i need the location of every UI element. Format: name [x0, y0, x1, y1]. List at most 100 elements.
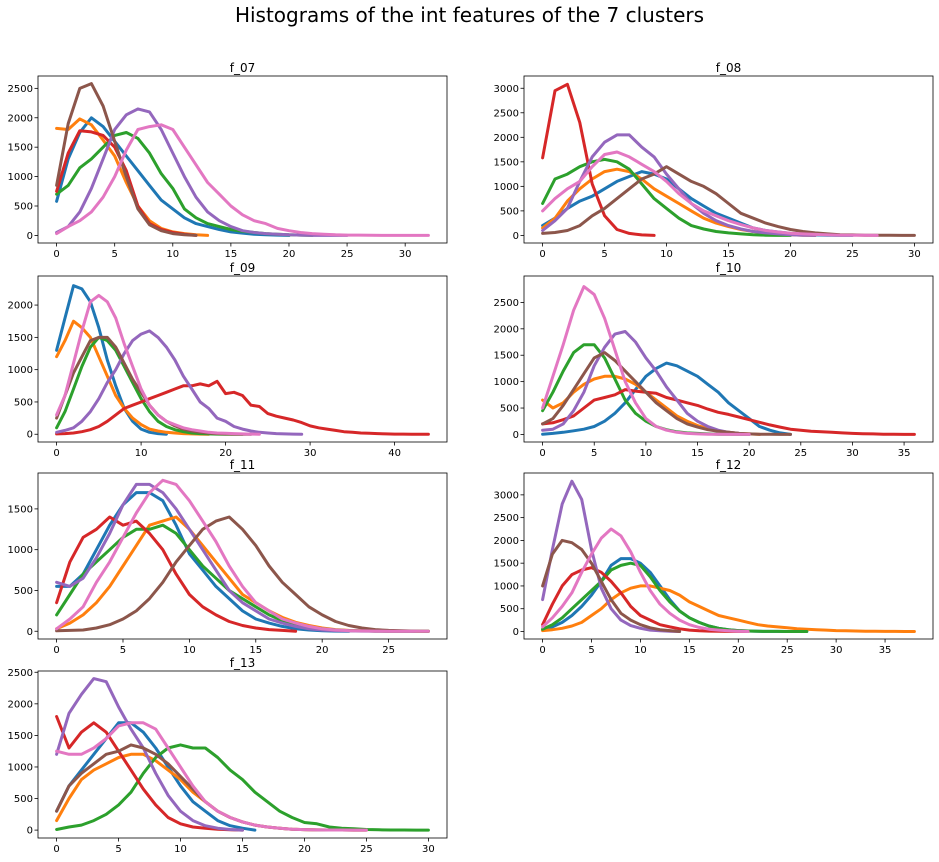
subplot-title: f_07: [230, 61, 256, 75]
y-tick-label: 3000: [494, 490, 519, 501]
x-tick-label: 5: [601, 249, 607, 260]
y-tick-label: 0: [513, 430, 519, 441]
series-line-7: [55, 293, 261, 436]
x-tick-label: 15: [722, 249, 735, 260]
y-tick-label: 2500: [494, 298, 519, 309]
x-tick-label: 20: [784, 249, 797, 260]
subplot-f-07: f_07 0 5 10 15 20 25 30 0 500 1000 1500 2000 2500: [8, 61, 448, 260]
x-tick-label: 20: [219, 448, 232, 459]
series-line-4: [55, 515, 298, 633]
x-tick-label: 30: [304, 448, 317, 459]
x-tick-label: 25: [360, 844, 373, 855]
x-tick-label: 30: [399, 249, 412, 260]
x-tick-label: 20: [316, 645, 329, 656]
series-line-6: [541, 538, 682, 633]
y-tick-label: 1000: [494, 182, 519, 193]
series-line-7: [541, 527, 750, 633]
x-tick-label: 10: [660, 249, 673, 260]
x-tick-label: 30: [846, 448, 859, 459]
series-line-4: [541, 566, 750, 633]
y-tick-label: 2500: [494, 513, 519, 524]
subplot-grid: f_070 5 10 15 20 25 3005001000150020002500f_08…: [8, 61, 934, 855]
x-tick-label: 35: [879, 645, 892, 656]
subplot-title: f_08: [716, 61, 742, 75]
series-line-3: [541, 157, 792, 237]
x-tick-label: 0: [53, 249, 59, 260]
x-tick-label: 0: [53, 645, 59, 656]
x-tick-label: 15: [225, 249, 238, 260]
subplot-title: f_12: [716, 458, 742, 472]
series-line-2: [541, 584, 916, 633]
subplot-f-11: f_11 0 5 10 15 20 25 0 500 1000 1500: [8, 458, 448, 656]
series-line-1: [55, 721, 257, 832]
y-tick-label: 1000: [494, 377, 519, 388]
series-line-6: [55, 515, 430, 633]
series-line-6: [55, 82, 198, 237]
y-tick-label: 2000: [494, 324, 519, 335]
y-tick-label: 0: [27, 826, 33, 837]
subplot-f-08: f_08 0 5 10 15 20 25 30 0 500 1000 1500 2000 2500 3000: [494, 61, 934, 260]
y-tick-label: 2500: [8, 84, 33, 95]
x-tick-label: 30: [908, 249, 921, 260]
y-tick-label: 1000: [8, 365, 33, 376]
y-tick-label: 2000: [8, 301, 33, 312]
x-tick-label: 15: [691, 448, 704, 459]
y-tick-label: 0: [27, 627, 33, 638]
subplot-f-13: f_13 0 5 10 15 20 25 30 0 500 1000 1500 2000 2500: [8, 656, 448, 855]
subplot-title: f_11: [230, 458, 256, 472]
x-tick-label: 5: [115, 844, 121, 855]
y-tick-label: 1000: [494, 581, 519, 592]
x-tick-label: 20: [283, 249, 296, 260]
y-tick-label: 500: [500, 604, 519, 615]
subplot-f-10: f_10 0 5 10 15 20 25 30 35 0 500 1000 1500 2000 2500: [494, 261, 934, 459]
y-tick-label: 500: [14, 202, 33, 213]
x-tick-label: 5: [591, 448, 597, 459]
series-line-7: [55, 478, 430, 633]
x-tick-label: 30: [830, 645, 843, 656]
series-line-5: [55, 329, 304, 436]
series-line-4: [541, 388, 916, 436]
y-tick-label: 1500: [494, 559, 519, 570]
plot-frame: [523, 275, 934, 443]
x-tick-label: 0: [53, 448, 59, 459]
subplot-title: f_10: [716, 261, 742, 275]
y-tick-label: 500: [14, 397, 33, 408]
y-tick-label: 0: [27, 231, 33, 242]
y-tick-label: 1500: [8, 504, 33, 515]
series-line-1: [55, 116, 291, 237]
y-tick-label: 1500: [8, 731, 33, 742]
x-tick-label: 30: [422, 844, 435, 855]
y-tick-label: 500: [14, 794, 33, 805]
x-tick-label: 20: [298, 844, 311, 855]
x-tick-label: 10: [135, 448, 148, 459]
subplot-title: f_13: [230, 656, 256, 670]
subplot-f-12: f_12 0 5 10 15 20 25 30 35 0 500 1000 1500 2000 2500 30…: [494, 458, 934, 656]
x-tick-label: 10: [640, 448, 653, 459]
x-tick-label: 0: [53, 844, 59, 855]
y-tick-label: 0: [513, 231, 519, 242]
y-tick-label: 2000: [494, 133, 519, 144]
figure-title: Histograms of the int features of the 7 …: [235, 3, 704, 27]
plot-frame: [37, 472, 448, 640]
x-tick-label: 25: [382, 645, 395, 656]
series-line-4: [55, 715, 244, 832]
x-tick-label: 15: [249, 645, 262, 656]
x-tick-label: 10: [166, 249, 179, 260]
y-tick-label: 2500: [8, 668, 33, 679]
y-tick-label: 500: [14, 586, 33, 597]
x-tick-label: 0: [539, 645, 545, 656]
x-tick-label: 0: [539, 448, 545, 459]
x-tick-label: 0: [539, 249, 545, 260]
y-tick-label: 3000: [494, 84, 519, 95]
subplot-title: f_09: [230, 261, 256, 275]
series-line-5: [541, 330, 751, 436]
x-tick-label: 15: [683, 645, 696, 656]
series-line-4: [55, 379, 430, 436]
y-tick-label: 2000: [494, 536, 519, 547]
y-tick-label: 1500: [494, 351, 519, 362]
y-tick-label: 1500: [8, 143, 33, 154]
series-line-3: [541, 561, 809, 633]
y-tick-label: 1000: [8, 762, 33, 773]
x-tick-label: 20: [732, 645, 745, 656]
